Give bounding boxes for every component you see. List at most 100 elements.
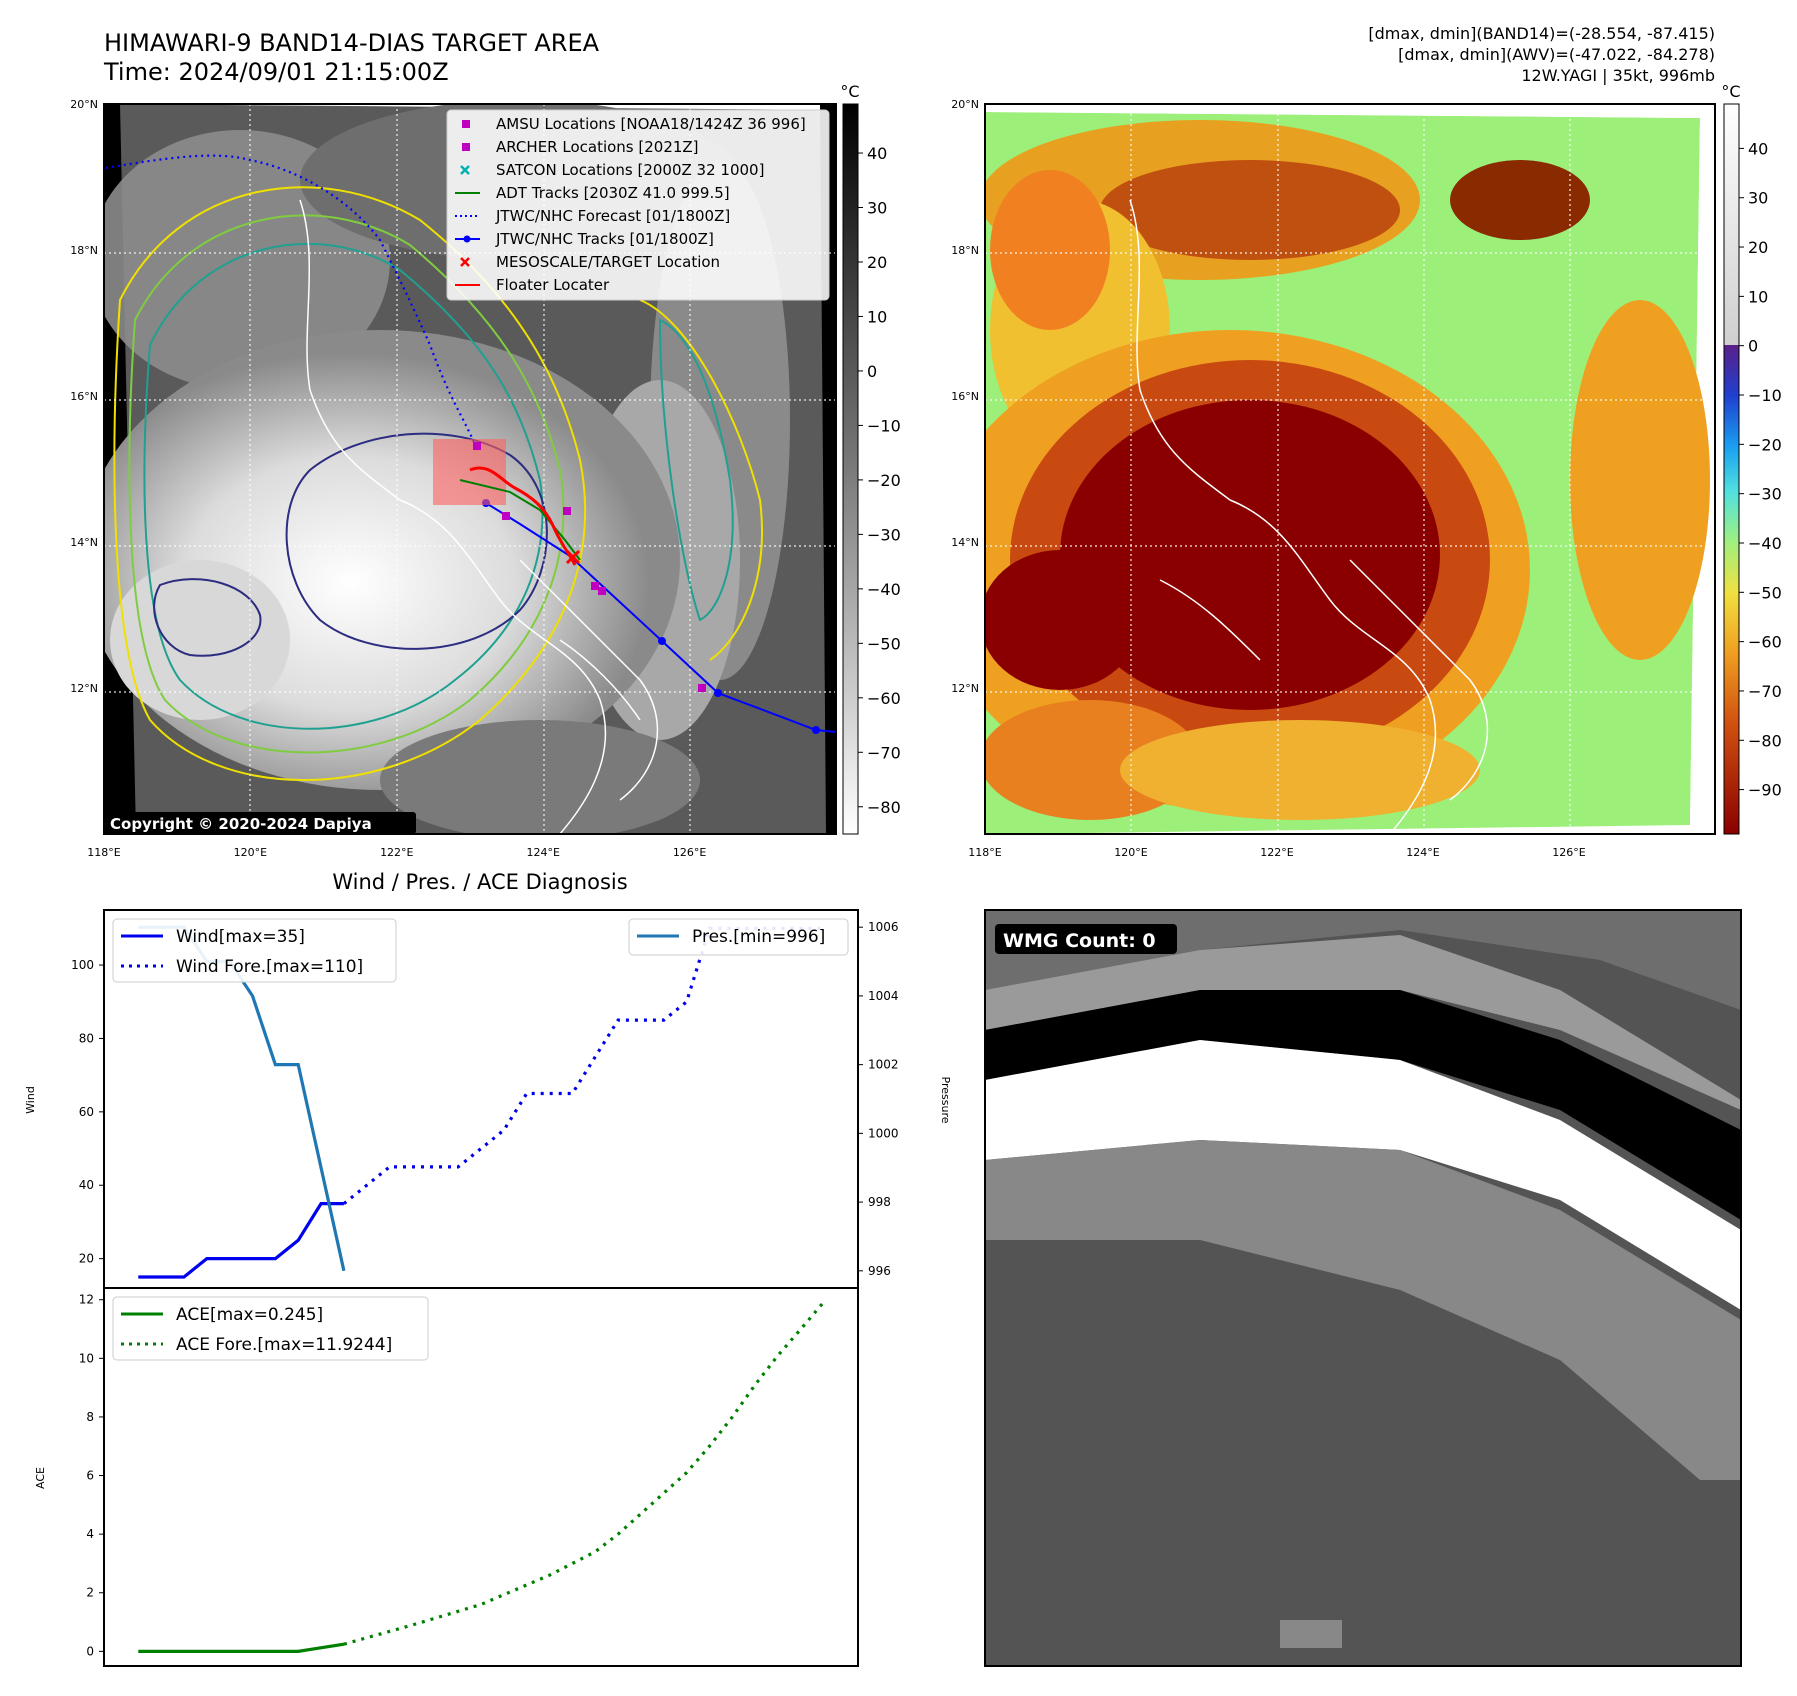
band14-colorbar-tick: 10 <box>867 307 887 326</box>
map-legend-item: ARCHER Locations [2021Z] <box>462 138 699 156</box>
awv-colorbar-tick: −50 <box>1748 583 1782 602</box>
wind-legend: Wind[max=35] Wind Fore.[max=110] <box>112 918 397 983</box>
pressure-tick: 1002 <box>868 1058 899 1072</box>
wind-tick: 80 <box>79 1031 94 1045</box>
legend-pressure: Pres.[min=996] <box>692 927 825 947</box>
series-wind-fore <box>342 926 824 1205</box>
map-legend-label: AMSU Locations [NOAA18/1424Z 36 996] <box>496 115 806 133</box>
awv-lon-tick: 124°E <box>1406 846 1439 859</box>
wind-tick: 60 <box>79 1105 94 1119</box>
wmg-panel: WMG Count: 0 <box>984 909 1742 1667</box>
band14-map: AMSU Locations [NOAA18/1424Z 36 996] ARCH… <box>70 98 837 859</box>
figure-time: Time: 2024/09/01 21:15:00Z <box>103 58 449 86</box>
band14-colorbar-tick: −70 <box>867 743 901 762</box>
adt-track <box>459 479 581 561</box>
band14-colorbar-tick: −10 <box>867 416 901 435</box>
map-legend: AMSU Locations [NOAA18/1424Z 36 996] ARCH… <box>446 109 830 301</box>
awv-colorbar-tick: −90 <box>1748 781 1782 800</box>
awv-colorbar-tick: −70 <box>1748 682 1782 701</box>
wind-tick: 20 <box>79 1252 94 1266</box>
awv-gridlines <box>985 104 1715 834</box>
pressure-ylabel: Pressure <box>939 1077 952 1124</box>
awv-lon-tick: 122°E <box>1260 846 1293 859</box>
awv-colorbar-tick: −60 <box>1748 633 1782 652</box>
legend-ace-fore: ACE Fore.[max=11.9244] <box>176 1335 392 1355</box>
diagnosis-title: Wind / Pres. / ACE Diagnosis <box>332 870 627 894</box>
ace-tick: 0 <box>86 1644 94 1658</box>
awv-colorbar-tick: −80 <box>1748 731 1782 750</box>
map-legend-item: SATCON Locations [2000Z 32 1000] <box>460 161 764 179</box>
ace-panel: 12 10 8 6 4 2 0 ACE ACE[max=0.245] ACE Fore.[m… <box>34 1287 859 1667</box>
ace-tick: 4 <box>86 1527 94 1541</box>
series-ace-forecast <box>343 1301 825 1646</box>
map-legend-label: JTWC/NHC Tracks [01/1800Z] <box>495 230 714 248</box>
ace-ylabel: ACE <box>34 1467 47 1489</box>
band14-colorbar-tick: −20 <box>867 471 901 490</box>
awv-map: 118°E 120°E 122°E 124°E 126°E 20°N 18°N 16°N 14°… <box>951 98 1716 859</box>
band14-colorbar-tick: 20 <box>867 253 887 272</box>
band14-lat-tick: 18°N <box>70 244 98 257</box>
band14-lon-tick: 118°E <box>87 846 120 859</box>
awv-lat-tick: 12°N <box>951 682 979 695</box>
band14-colorbar-tick: −60 <box>867 689 901 708</box>
stats-band14: [dmax, dmin](BAND14)=(-28.554, -87.415) <box>1368 24 1715 43</box>
ace-tick: 12 <box>79 1293 94 1307</box>
figure-title: HIMAWARI-9 BAND14-DIAS TARGET AREA <box>104 29 600 57</box>
wmg-count-label: WMG Count: 0 <box>1003 930 1156 952</box>
ace-tick: 10 <box>79 1351 94 1365</box>
series-ace <box>138 1642 345 1653</box>
awv-colorbar-tick: 30 <box>1748 189 1768 208</box>
band14-colorbar-tick: 30 <box>867 199 887 218</box>
band14-lat-tick: 16°N <box>70 390 98 403</box>
band14-colorbar: °C 40 30 20 10 0 −10 −20 −30 −40 −50 −60 −70 −80 <box>840 82 901 835</box>
map-legend-item: JTWC/NHC Tracks [01/1800Z] <box>455 230 714 248</box>
awv-lon-tick: 126°E <box>1552 846 1585 859</box>
awv-lat-tick: 14°N <box>951 536 979 549</box>
map-legend-item: JTWC/NHC Forecast [01/1800Z] <box>455 207 730 225</box>
legend-ace: ACE[max=0.245] <box>176 1305 323 1325</box>
pressure-tick: 1000 <box>868 1126 899 1140</box>
awv-lat-tick: 16°N <box>951 390 979 403</box>
map-legend-label: ADT Tracks [2030Z 41.0 999.5] <box>496 184 730 202</box>
band14-lat-tick: 14°N <box>70 536 98 549</box>
wind-tick: 100 <box>71 958 94 972</box>
awv-colorbar-tick: 20 <box>1748 238 1768 257</box>
band14-colorbar-tick: −80 <box>867 798 901 817</box>
band14-lat-tick: 20°N <box>70 98 98 111</box>
wind-pressure-panel: 100 80 60 40 20 1006 1004 1002 1000 998 996 Wind P… <box>24 909 952 1289</box>
awv-colorbar: °C 40 30 20 10 0 −10 −20 −30 −40 −50 −60 −70 −80 −90 <box>1721 82 1782 835</box>
wind-tick: 40 <box>79 1178 94 1192</box>
map-legend-item: MESOSCALE/TARGET Location <box>460 253 720 271</box>
map-legend-label: SATCON Locations [2000Z 32 1000] <box>496 161 764 179</box>
awv-colorbar-tick: −30 <box>1748 485 1782 504</box>
jtwc-forecast-track <box>105 154 478 448</box>
band14-lon-tick: 124°E <box>526 846 559 859</box>
legend-wind: Wind[max=35] <box>176 927 305 947</box>
awv-colorbar-unit: °C <box>1721 82 1740 101</box>
awv-colorbar-tick: −40 <box>1748 534 1782 553</box>
series-wind <box>138 1201 344 1279</box>
awv-lon-tick: 118°E <box>968 846 1001 859</box>
awv-colorbar-tick: 40 <box>1748 139 1768 158</box>
band14-colorbar-tick: −30 <box>867 525 901 544</box>
awv-lat-tick: 20°N <box>951 98 979 111</box>
awv-lat-tick: 18°N <box>951 244 979 257</box>
band14-colorbar-tick: −50 <box>867 634 901 653</box>
map-legend-label: JTWC/NHC Forecast [01/1800Z] <box>495 207 730 225</box>
map-legend-label: MESOSCALE/TARGET Location <box>496 253 720 271</box>
ace-legend: ACE[max=0.245] ACE Fore.[max=11.9244] <box>112 1296 429 1361</box>
ace-tick: 6 <box>86 1469 94 1483</box>
mesoscale-target-marker <box>565 549 581 565</box>
amsu-archer-markers <box>473 442 706 692</box>
map-legend-label: Floater Locater <box>496 276 610 294</box>
map-legend-label: ARCHER Locations [2021Z] <box>496 138 699 156</box>
copyright-text: Copyright © 2020-2024 Dapiya <box>110 815 372 833</box>
band14-lon-tick: 122°E <box>380 846 413 859</box>
band14-lat-tick: 12°N <box>70 682 98 695</box>
map-legend-item: Floater Locater <box>455 276 610 294</box>
ace-tick: 8 <box>86 1410 94 1424</box>
awv-colorbar-tick: −10 <box>1748 386 1782 405</box>
floater-locater-track <box>469 466 577 566</box>
band14-colorbar-unit: °C <box>840 82 859 101</box>
band14-colorbar-tick: 0 <box>867 362 877 381</box>
